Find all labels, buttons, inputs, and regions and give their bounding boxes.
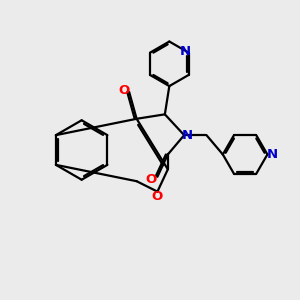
Text: O: O [152,190,163,203]
Text: O: O [146,173,157,186]
Text: O: O [118,84,130,97]
Text: N: N [182,129,193,142]
Text: N: N [180,45,191,58]
Text: N: N [266,148,278,161]
